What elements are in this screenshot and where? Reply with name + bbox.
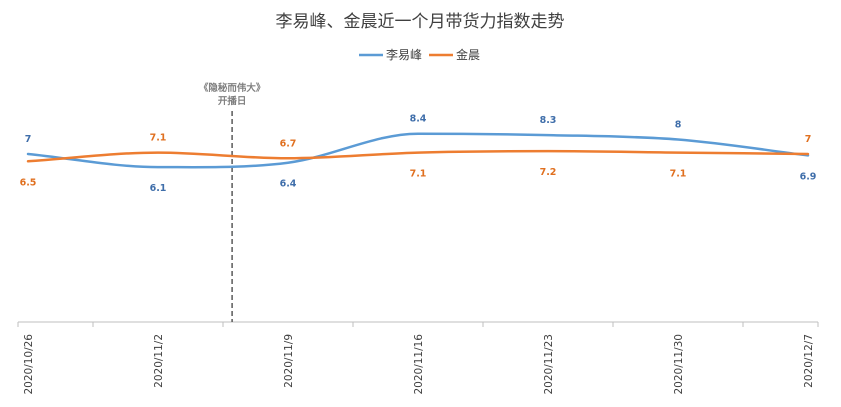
data-labels: 7 6.1 6.4 8.4 8.3 8 6.9 6.5 7.1 6.7 7.1 7.2 7.1 7 [20, 114, 817, 194]
x-tick-label-2: 2020/11/9 [283, 334, 295, 388]
legend: 李易峰 金晨 [359, 47, 480, 62]
x-tick-label-3: 2020/11/16 [413, 334, 425, 395]
x-tick-label-5: 2020/11/30 [673, 334, 685, 395]
premiere-label-title: 《隐秘而伟大》 [199, 82, 266, 94]
data-label-s1-p5: 7.1 [670, 169, 687, 180]
series-line-0 [26, 132, 810, 169]
premiere-label-day: 开播日 [218, 95, 247, 107]
data-label-s0-p1: 6.1 [150, 183, 167, 194]
data-label-s1-p2: 6.7 [280, 138, 297, 149]
legend-label-jc: 金晨 [456, 47, 480, 62]
chart-title: 李易峰、金晨近一个月带货力指数走势 [276, 12, 565, 32]
premiere-annotation: 《隐秘而伟大》 开播日 [199, 82, 266, 322]
x-tick-label-6: 2020/12/7 [803, 334, 815, 388]
data-label-s0-p4: 8.3 [540, 115, 557, 126]
data-label-s0-p2: 6.4 [280, 179, 297, 190]
data-label-s0-p3: 8.4 [410, 114, 427, 125]
data-label-s0-p5: 8 [675, 120, 682, 131]
data-label-s1-p1: 7.1 [150, 133, 167, 144]
series-line-1 [26, 149, 810, 163]
data-label-s1-p0: 6.5 [20, 177, 37, 188]
data-label-s1-p4: 7.2 [540, 167, 557, 178]
data-label-s0-p0: 7 [25, 134, 32, 145]
series-layer [26, 132, 810, 169]
x-tick-label-0: 2020/10/26 [23, 334, 35, 395]
x-tick-label-4: 2020/11/23 [543, 334, 555, 395]
data-label-s1-p3: 7.1 [410, 169, 427, 180]
x-axis: 2020/10/26 2020/11/2 2020/11/9 2020/11/16 20… [17, 321, 819, 395]
data-label-s1-p6: 7 [805, 134, 812, 145]
x-tick-label-1: 2020/11/2 [153, 334, 165, 388]
data-label-s0-p6: 6.9 [800, 171, 817, 182]
legend-label-lyf: 李易峰 [386, 47, 422, 62]
